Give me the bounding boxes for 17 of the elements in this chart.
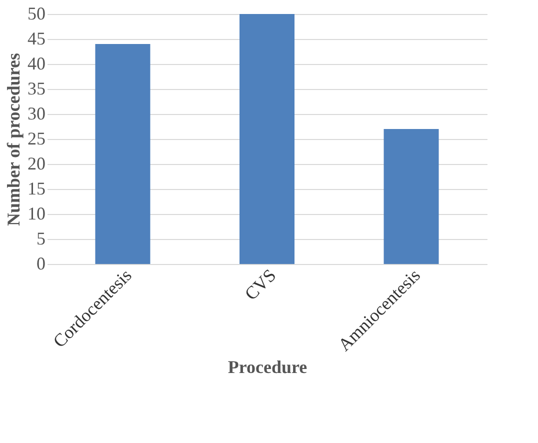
y-tick-label: 45 <box>28 28 46 48</box>
y-tick-label: 20 <box>28 154 46 174</box>
y-tick-label: 15 <box>28 178 46 198</box>
y-tick-label: 35 <box>28 78 46 98</box>
y-tick-label: 10 <box>28 204 46 224</box>
y-tick-label: 0 <box>36 254 46 274</box>
bar <box>384 129 439 264</box>
y-tick-label: 25 <box>28 128 46 148</box>
x-axis-title: Procedure <box>228 356 308 377</box>
y-tick-label: 30 <box>28 104 46 124</box>
y-tick-label: 40 <box>28 54 46 74</box>
bar <box>240 14 294 264</box>
y-tick-label: 5 <box>36 228 46 248</box>
y-tick-label: 50 <box>28 4 46 24</box>
x-tick-label: CVS <box>240 265 280 304</box>
y-axis-title: Number of procedures <box>4 53 24 226</box>
bar <box>95 44 150 264</box>
